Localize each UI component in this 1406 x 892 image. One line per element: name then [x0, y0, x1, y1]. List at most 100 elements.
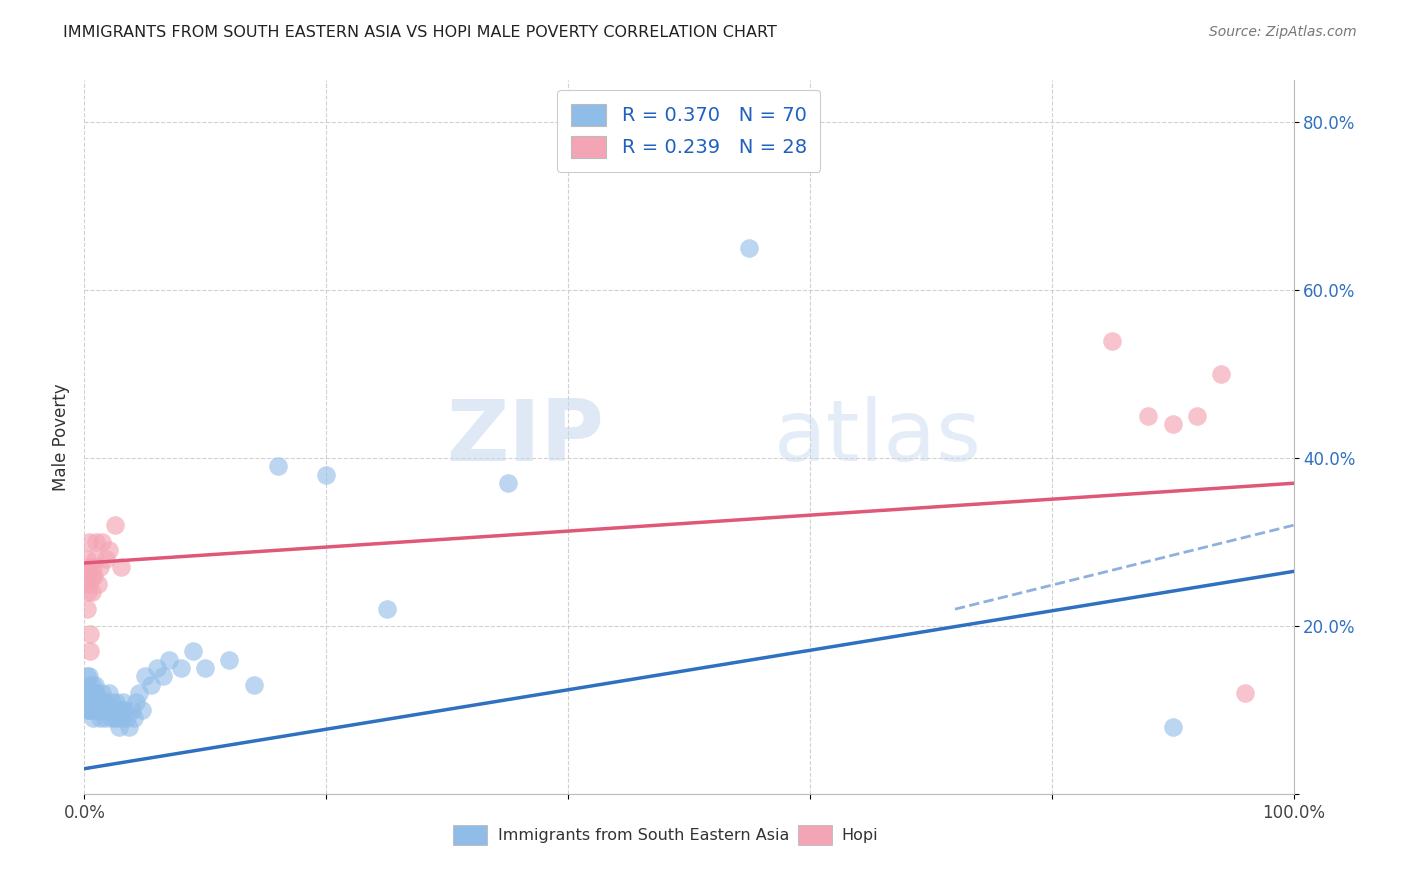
Point: [86, 703, 108, 717]
Point: [80, 678, 103, 692]
Text: Immigrants from South Eastern Asia: Immigrants from South Eastern Asia: [498, 828, 789, 843]
Point: [103, 703, 125, 717]
Point: [181, 644, 204, 658]
Point: [82, 694, 104, 708]
Point: [91, 535, 114, 549]
Point: [77, 678, 100, 692]
Point: [77, 686, 100, 700]
Point: [94, 694, 117, 708]
Point: [89, 694, 111, 708]
Point: [97, 686, 120, 700]
Point: [89, 711, 111, 725]
Point: [80, 585, 103, 599]
Point: [76, 602, 98, 616]
Point: [1101, 334, 1123, 348]
Point: [82, 560, 104, 574]
Point: [84, 551, 107, 566]
Point: [77, 560, 100, 574]
Point: [111, 711, 134, 725]
Point: [118, 720, 141, 734]
Point: [104, 518, 127, 533]
Point: [84, 694, 107, 708]
Point: [79, 627, 101, 641]
Point: [94, 711, 117, 725]
Point: [107, 711, 129, 725]
Point: [94, 551, 117, 566]
Point: [1161, 720, 1184, 734]
Point: [77, 585, 100, 599]
Point: [128, 686, 150, 700]
Point: [131, 703, 153, 717]
Point: [93, 703, 115, 717]
Point: [218, 652, 240, 666]
Point: [89, 560, 111, 574]
Point: [194, 661, 217, 675]
Point: [77, 669, 100, 683]
Point: [98, 703, 121, 717]
Point: [134, 669, 156, 683]
Point: [84, 678, 107, 692]
Point: [79, 703, 101, 717]
Point: [77, 577, 100, 591]
Text: atlas: atlas: [773, 395, 981, 479]
Point: [101, 694, 124, 708]
Point: [87, 703, 110, 717]
Point: [104, 694, 127, 708]
Point: [93, 694, 115, 708]
Point: [86, 577, 108, 591]
Point: [157, 652, 180, 666]
Point: [76, 551, 98, 566]
Point: [100, 711, 122, 725]
Point: [110, 560, 132, 574]
Point: [77, 703, 100, 717]
Y-axis label: Male Poverty: Male Poverty: [52, 384, 70, 491]
Point: [83, 686, 105, 700]
Point: [77, 694, 100, 708]
Text: Source: ZipAtlas.com: Source: ZipAtlas.com: [1209, 25, 1357, 39]
Point: [315, 467, 337, 482]
Text: Hopi: Hopi: [841, 828, 877, 843]
Point: [79, 644, 101, 658]
Point: [1161, 417, 1184, 432]
Point: [267, 459, 290, 474]
Point: [80, 568, 103, 582]
FancyBboxPatch shape: [797, 825, 831, 846]
Point: [97, 543, 120, 558]
Point: [83, 703, 105, 717]
Point: [105, 703, 128, 717]
Point: [125, 694, 148, 708]
Point: [86, 694, 108, 708]
Point: [82, 711, 104, 725]
Point: [121, 703, 143, 717]
Point: [110, 703, 132, 717]
Point: [77, 535, 100, 549]
Point: [170, 661, 193, 675]
Point: [91, 686, 114, 700]
Point: [104, 711, 127, 725]
Point: [122, 711, 145, 725]
Point: [112, 694, 135, 708]
Point: [496, 476, 519, 491]
Point: [86, 686, 108, 700]
Point: [738, 241, 761, 255]
Point: [1185, 409, 1208, 423]
Point: [79, 694, 101, 708]
Point: [79, 686, 101, 700]
Point: [76, 669, 98, 683]
Point: [146, 661, 169, 675]
Point: [96, 703, 118, 717]
Point: [76, 686, 98, 700]
FancyBboxPatch shape: [453, 825, 486, 846]
Point: [108, 720, 131, 734]
Point: [115, 711, 138, 725]
Text: ZIP: ZIP: [447, 395, 605, 479]
Point: [90, 703, 112, 717]
Point: [75, 568, 97, 582]
Point: [1234, 686, 1257, 700]
Point: [80, 686, 103, 700]
Point: [375, 602, 398, 616]
Point: [86, 535, 108, 549]
Legend: R = 0.370   N = 70, R = 0.239   N = 28: R = 0.370 N = 70, R = 0.239 N = 28: [558, 90, 820, 172]
Point: [1137, 409, 1160, 423]
Point: [83, 568, 105, 582]
